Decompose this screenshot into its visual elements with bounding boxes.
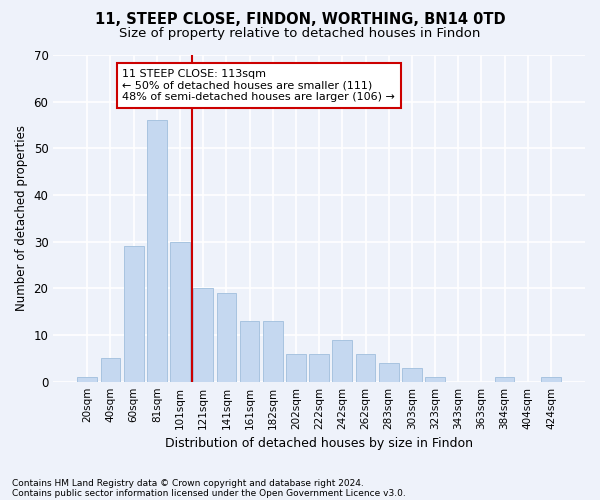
Bar [193,288,213,382]
Bar [309,354,329,382]
X-axis label: Distribution of detached houses by size in Findon: Distribution of detached houses by size … [165,437,473,450]
Bar [356,354,376,382]
Bar [77,377,97,382]
Bar [286,354,306,382]
Bar [147,120,167,382]
Bar [402,368,422,382]
Bar [101,358,121,382]
Bar [495,377,514,382]
Bar [541,377,561,382]
Text: Contains public sector information licensed under the Open Government Licence v3: Contains public sector information licen… [12,488,406,498]
Bar [263,321,283,382]
Bar [332,340,352,382]
Text: Contains HM Land Registry data © Crown copyright and database right 2024.: Contains HM Land Registry data © Crown c… [12,478,364,488]
Bar [240,321,259,382]
Bar [170,242,190,382]
Bar [425,377,445,382]
Text: 11, STEEP CLOSE, FINDON, WORTHING, BN14 0TD: 11, STEEP CLOSE, FINDON, WORTHING, BN14 … [95,12,505,28]
Y-axis label: Number of detached properties: Number of detached properties [15,126,28,312]
Bar [379,363,398,382]
Text: 11 STEEP CLOSE: 113sqm
← 50% of detached houses are smaller (111)
48% of semi-de: 11 STEEP CLOSE: 113sqm ← 50% of detached… [122,69,395,102]
Text: Size of property relative to detached houses in Findon: Size of property relative to detached ho… [119,28,481,40]
Bar [124,246,143,382]
Bar [217,293,236,382]
